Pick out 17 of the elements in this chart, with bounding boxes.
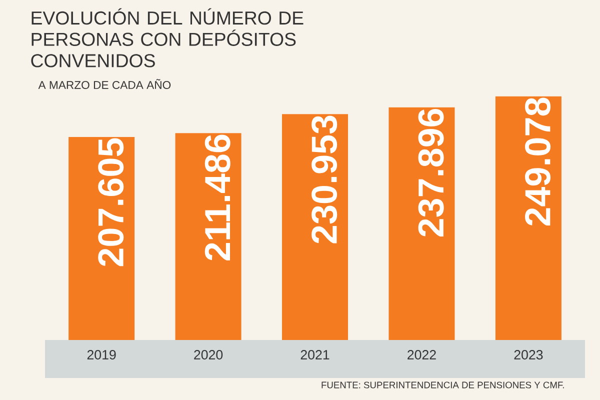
data-label: 237.896 bbox=[418, 108, 444, 236]
data-label: 211.486 bbox=[204, 134, 230, 260]
data-label: 230.953 bbox=[312, 116, 338, 244]
chart-subtitle: A MARZO DE CADA AÑO bbox=[38, 78, 171, 90]
bar bbox=[175, 133, 242, 340]
x-tick-label: 2022 bbox=[408, 350, 436, 360]
source-note: FUENTE: SUPERINTENDENCIA DE PENSIONES Y CMF. bbox=[322, 382, 564, 388]
bar bbox=[495, 96, 562, 340]
bar bbox=[282, 114, 348, 340]
bar bbox=[388, 107, 455, 340]
chart-title: EVOLUCIÓN DEL NÚMERO DE PERSONAS CON DEPÓSITOS CONVENIDOS bbox=[31, 8, 304, 68]
x-tick-label: 2021 bbox=[300, 350, 330, 360]
x-tick-label: 2023 bbox=[514, 350, 543, 360]
data-label: 207.605 bbox=[98, 138, 124, 266]
x-tick-label: 2020 bbox=[194, 350, 223, 360]
x-tick-label: 2019 bbox=[87, 350, 116, 360]
data-label: 249.078 bbox=[525, 98, 551, 226]
